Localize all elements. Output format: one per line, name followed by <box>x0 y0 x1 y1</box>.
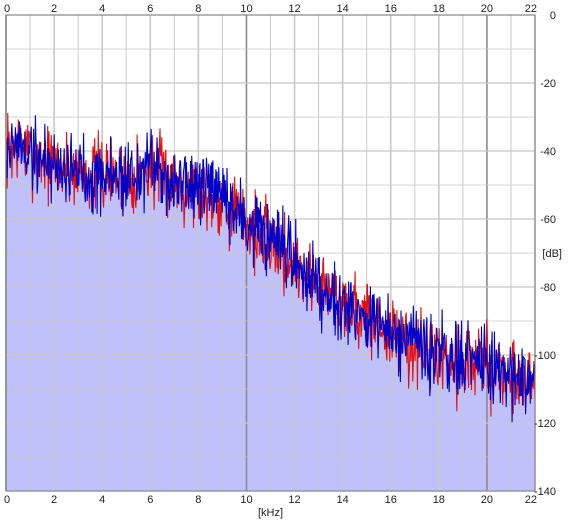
y-tick-label: -80 <box>540 282 556 294</box>
y-tick-label: -120 <box>534 418 556 430</box>
plot-border <box>5 14 536 492</box>
x-axis-label: [kHz] <box>258 507 283 519</box>
x-tick-label-top: 22 <box>525 3 537 15</box>
x-tick-label-top: 18 <box>433 3 445 15</box>
y-tick-label: -20 <box>540 78 556 90</box>
y-tick-label: -40 <box>540 146 556 158</box>
x-tick-label-bottom: 6 <box>147 494 153 506</box>
x-tick-label-bottom: 8 <box>195 494 201 506</box>
x-tick-label-bottom: 4 <box>99 494 105 506</box>
y-axis-ticks: 0 -20 -40 -60 -80 -100 -120 -140 <box>534 10 556 498</box>
plot-frame <box>5 14 536 492</box>
x-tick-label-bottom: 16 <box>385 494 397 506</box>
x-tick-label-bottom: 22 <box>525 494 537 506</box>
x-tick-label-top: 12 <box>288 3 300 15</box>
y-tick-label: -140 <box>534 486 556 498</box>
spectrum-series <box>5 113 536 423</box>
x-tick-label-top: 16 <box>385 3 397 15</box>
x-tick-label-top: 8 <box>195 3 201 15</box>
y-tick-label: -100 <box>534 350 556 362</box>
x-tick-label-bottom: 10 <box>240 494 252 506</box>
x-tick-label-top: 10 <box>240 3 252 15</box>
x-tick-label-top: 6 <box>147 3 153 15</box>
x-tick-label-bottom: 0 <box>4 494 10 506</box>
x-tick-label-bottom: 12 <box>288 494 300 506</box>
x-tick-label-bottom: 2 <box>51 494 57 506</box>
x-tick-label-top: 4 <box>99 3 105 15</box>
x-tick-label-top: 2 <box>51 3 57 15</box>
blue-channel-series <box>5 115 536 423</box>
x-tick-label-top: 0 <box>4 3 10 15</box>
x-tick-label-bottom: 18 <box>433 494 445 506</box>
y-axis-label: [dB] <box>542 248 562 260</box>
y-tick-label: 0 <box>550 10 556 22</box>
x-tick-label-top: 20 <box>481 3 493 15</box>
x-tick-label-bottom: 20 <box>481 494 493 506</box>
x-tick-label-bottom: 14 <box>337 494 349 506</box>
y-tick-label: -60 <box>540 214 556 226</box>
x-tick-label-top: 14 <box>337 3 349 15</box>
